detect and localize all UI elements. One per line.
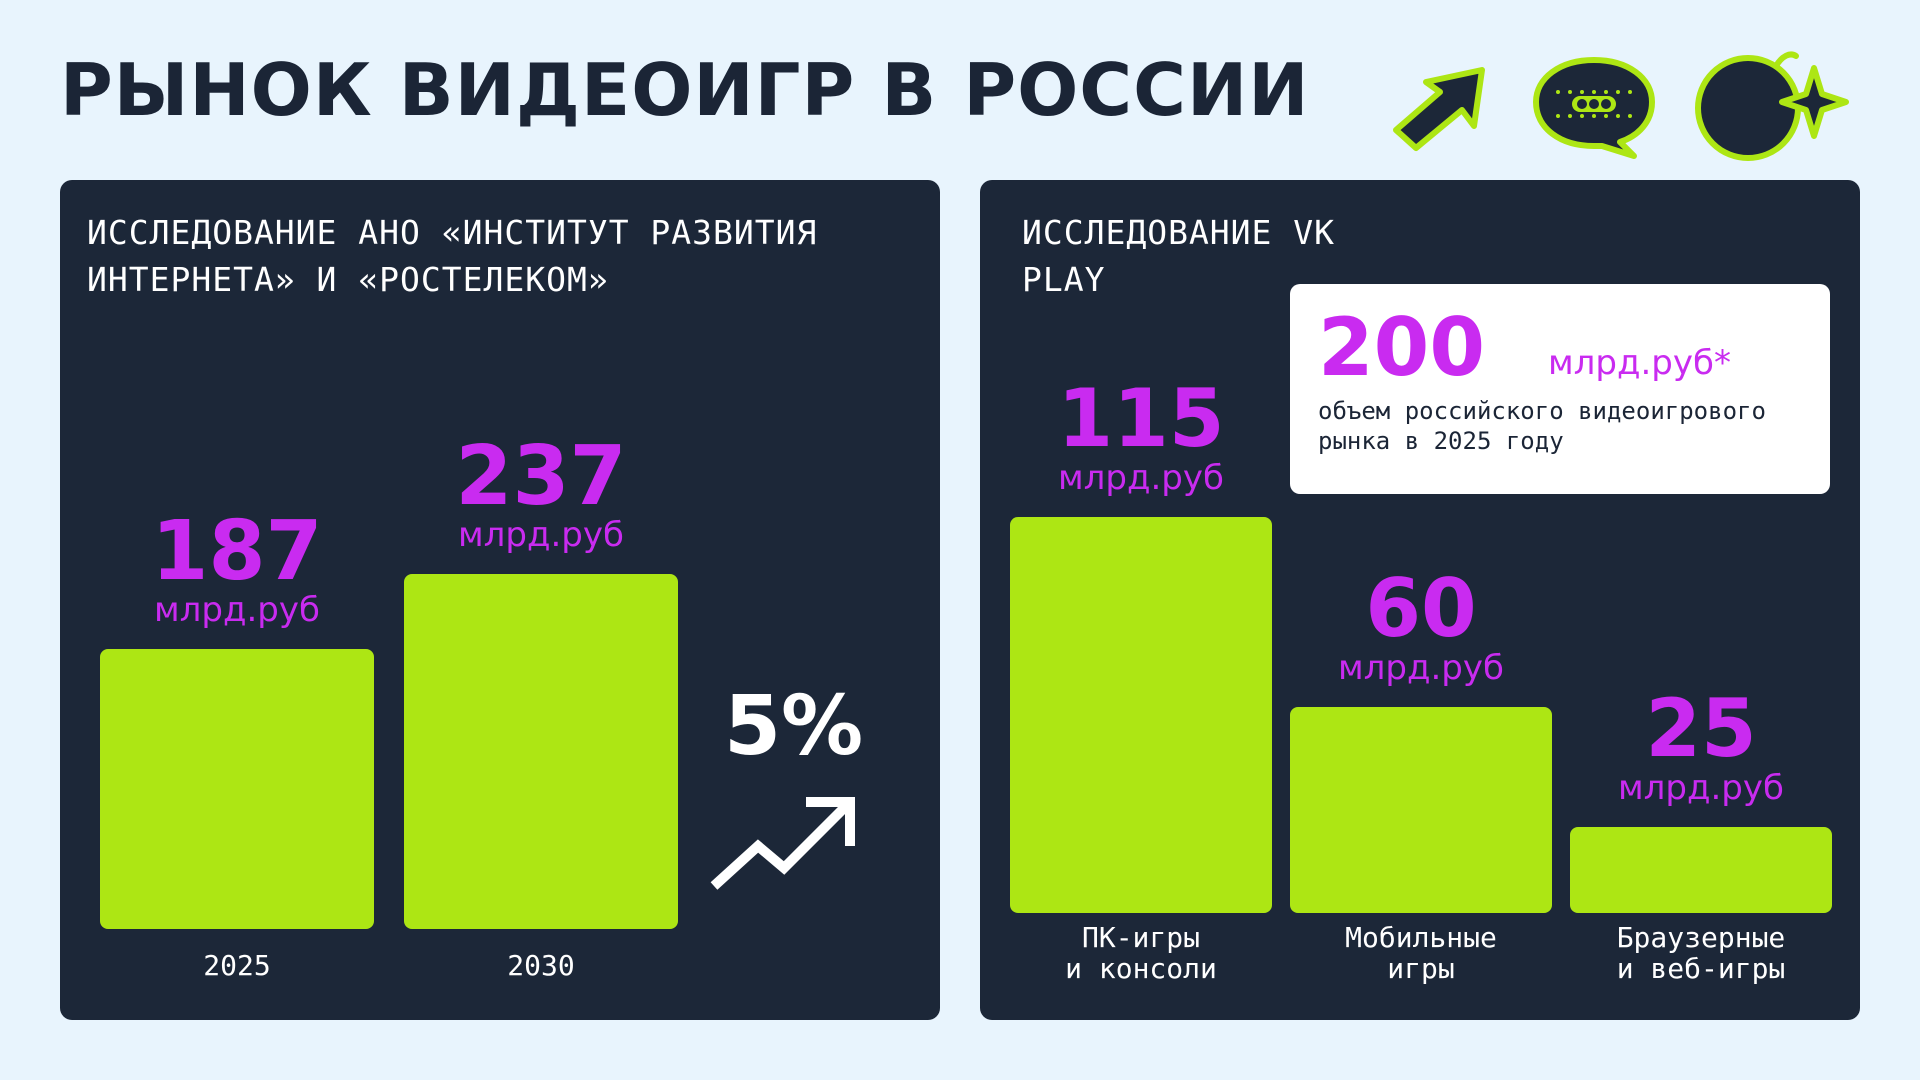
growth-percent: 5%	[724, 679, 864, 774]
category-label: Браузерные и веб-игры	[1616, 921, 1786, 985]
left-panel: ИССЛЕДОВАНИЕ АНО «ИНСТИТУТ РАЗВИТИЯ ИНТЕ…	[60, 180, 940, 1020]
total-market-value: 200	[1318, 301, 1485, 394]
total-market-card: 200 млрд.руб* объем российского видеоигр…	[1290, 284, 1830, 494]
right-panel: ИССЛЕДОВАНИЕ VK PLAY 200 млрд.руб* объем…	[980, 180, 1860, 1020]
chat-bubble-icon	[1533, 57, 1655, 159]
bar-unit-label: млрд.руб	[458, 514, 624, 555]
panel-heading-line: ИССЛЕДОВАНИЕ АНО «ИНСТИТУТ РАЗВИТИЯ	[87, 213, 818, 252]
bar-unit-label: млрд.руб	[1058, 458, 1224, 499]
panel-heading-line: ИНТЕРНЕТА» И «РОСТЕЛЕКОМ»	[87, 260, 609, 299]
category-label: 2025	[203, 949, 271, 982]
chart-bar	[100, 648, 374, 929]
bomb-sparkle-icon	[1695, 51, 1849, 161]
chart-bar	[404, 573, 678, 929]
bar-unit-label: млрд.руб	[1618, 768, 1784, 808]
description-line: рынка в 2025 году	[1318, 427, 1564, 455]
bar-value-label: 115	[1057, 372, 1225, 466]
total-market-description: объем российского видеоигрового рынка в …	[1318, 396, 1818, 456]
chart-bar	[1290, 706, 1552, 913]
page-title: РЫНОК ВИДЕОИГР В РОССИИ	[60, 48, 1310, 132]
panel-heading: ИССЛЕДОВАНИЕ VK PLAY	[1022, 213, 1336, 299]
category-label: 2030	[507, 949, 575, 982]
chart-bar	[1010, 517, 1272, 913]
trend-up-icon	[710, 797, 855, 890]
bar-value-label: 187	[151, 503, 323, 599]
category-label: ПК-игры и консоли	[1065, 921, 1217, 985]
chart-bar	[1570, 827, 1832, 913]
panel-heading: ИССЛЕДОВАНИЕ АНО «ИНСТИТУТ РАЗВИТИЯ ИНТЕ…	[87, 209, 907, 303]
bar-unit-label: млрд.руб	[154, 589, 320, 630]
bar-unit-label: млрд.руб	[1338, 647, 1504, 688]
bar-value-label: 60	[1365, 561, 1477, 655]
bar-value-label: 237	[455, 428, 627, 524]
bar-value-label: 25	[1645, 682, 1757, 775]
arrow-up-right-icon	[1393, 67, 1485, 151]
category-label: Мобильные игры	[1345, 921, 1497, 985]
total-market-unit: млрд.руб*	[1548, 343, 1731, 383]
description-line: объем российского видеоигрового	[1318, 397, 1766, 425]
